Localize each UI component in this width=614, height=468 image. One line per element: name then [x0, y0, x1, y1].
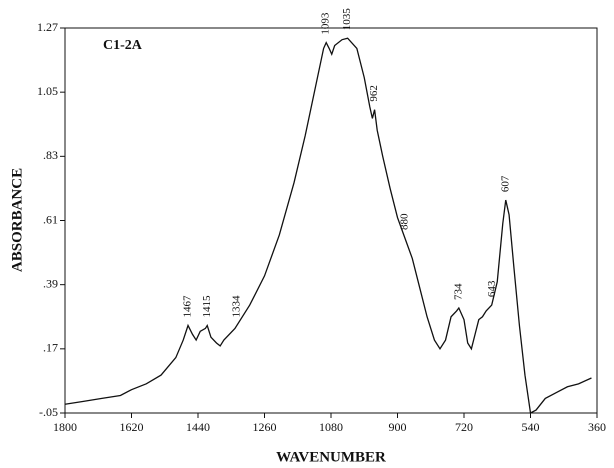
plot-frame [64, 27, 598, 414]
x-tick-label: 1800 [53, 420, 77, 434]
y-tick-label: -.05 [39, 405, 58, 419]
x-tick-label: 360 [588, 420, 606, 434]
x-tick-label: 900 [389, 420, 407, 434]
y-tick-label: 1.05 [37, 84, 58, 98]
peak-label: 1035 [341, 8, 353, 31]
chart-title: C1-2A [103, 38, 143, 53]
peak-label: 734 [452, 283, 464, 300]
y-tick-label: .61 [43, 212, 58, 226]
y-tick-label: .83 [43, 148, 58, 162]
x-tick-label: 1440 [186, 420, 210, 434]
peak-label: 1415 [201, 295, 213, 318]
peak-label: 1093 [320, 12, 332, 35]
y-axis-label: ABSORBANCE [9, 168, 25, 272]
x-tick-label: 1620 [120, 420, 144, 434]
peak-label: 607 [499, 175, 511, 192]
peak-label: 643 [486, 280, 498, 297]
y-tick-label: 1.27 [37, 20, 58, 34]
peak-label: 1334 [231, 295, 243, 318]
y-tick-label: .39 [43, 276, 58, 290]
peak-label: 962 [368, 85, 380, 102]
peak-label: 880 [398, 213, 410, 230]
peak-label: 1467 [182, 295, 194, 318]
x-tick-label: 1260 [253, 420, 277, 434]
spectrum-line [64, 37, 592, 415]
x-tick-label: 540 [522, 420, 540, 434]
y-tick-label: .17 [43, 341, 58, 355]
x-tick-label: 1080 [319, 420, 343, 434]
x-tick-label: 720 [455, 420, 473, 434]
x-axis-label: WAVENUMBER [276, 449, 386, 465]
